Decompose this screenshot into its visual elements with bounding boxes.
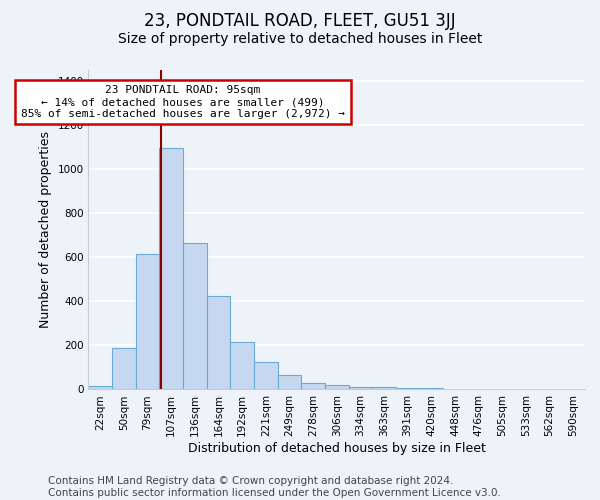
Text: 23, PONDTAIL ROAD, FLEET, GU51 3JJ: 23, PONDTAIL ROAD, FLEET, GU51 3JJ xyxy=(144,12,456,30)
Bar xyxy=(396,388,419,390)
Bar xyxy=(230,342,254,390)
Bar xyxy=(301,383,325,390)
Bar xyxy=(349,388,372,390)
Bar xyxy=(183,243,206,390)
Text: Contains HM Land Registry data © Crown copyright and database right 2024.
Contai: Contains HM Land Registry data © Crown c… xyxy=(48,476,501,498)
Bar xyxy=(372,388,396,390)
Text: Size of property relative to detached houses in Fleet: Size of property relative to detached ho… xyxy=(118,32,482,46)
Bar xyxy=(206,296,230,390)
X-axis label: Distribution of detached houses by size in Fleet: Distribution of detached houses by size … xyxy=(188,442,485,455)
Bar xyxy=(160,148,183,390)
Text: 23 PONDTAIL ROAD: 95sqm
← 14% of detached houses are smaller (499)
85% of semi-d: 23 PONDTAIL ROAD: 95sqm ← 14% of detache… xyxy=(21,86,345,118)
Bar xyxy=(443,389,467,390)
Bar xyxy=(112,348,136,390)
Bar xyxy=(419,388,443,390)
Y-axis label: Number of detached properties: Number of detached properties xyxy=(39,131,52,328)
Bar xyxy=(254,362,278,390)
Bar xyxy=(136,254,160,390)
Bar xyxy=(278,375,301,390)
Bar xyxy=(88,386,112,390)
Bar xyxy=(325,385,349,390)
